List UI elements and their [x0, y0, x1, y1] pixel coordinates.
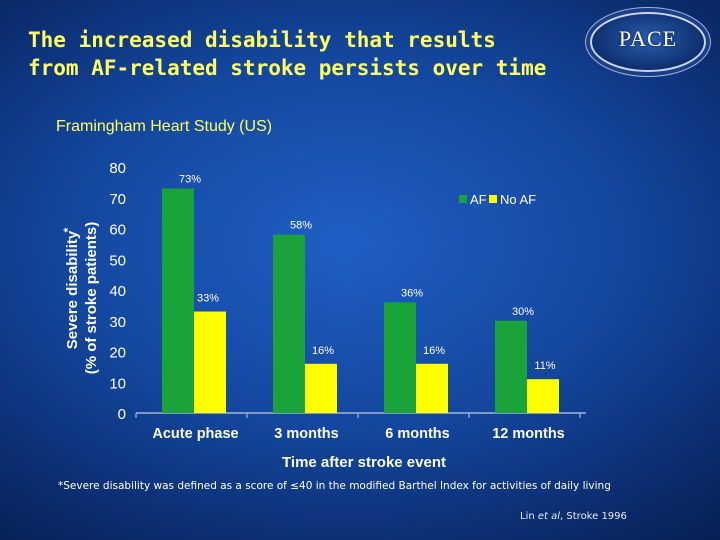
bar-af — [162, 188, 194, 413]
y-tick-label: 70 — [109, 191, 126, 208]
y-tick-label: 30 — [109, 314, 126, 331]
y-tick-label: 40 — [109, 283, 126, 300]
title-line-1: The increased disability that results — [28, 28, 496, 52]
logo-text: PACE — [618, 26, 678, 51]
legend-swatch-af — [459, 195, 467, 203]
value-label-af: 73% — [179, 174, 201, 186]
slide-title: The increased disability that results fr… — [28, 26, 618, 82]
citation-source: , Stroke 1996 — [560, 511, 627, 522]
x-tick-label: 3 months — [274, 426, 338, 442]
pace-logo: PACE — [590, 12, 706, 72]
y-tick-label: 60 — [109, 222, 126, 239]
x-tick-label: 12 months — [492, 426, 565, 442]
chart-layer: 0 10 20 30 40 50 60 70 80 73% 33% Acute phase 58% 16%… — [61, 160, 586, 471]
bar-no-af — [416, 363, 448, 413]
value-label-no-af: 11% — [534, 360, 555, 372]
bar-no-af — [305, 363, 337, 413]
bar-af — [273, 234, 305, 413]
bar-af — [495, 320, 527, 413]
y-tick-label: 10 — [109, 375, 126, 392]
bar-no-af — [194, 311, 226, 413]
legend-label-af: AF — [470, 192, 487, 207]
footnote: *Severe disability was defined as a scor… — [58, 480, 611, 492]
y-axis-title-line-1: Severe disability — [64, 230, 81, 349]
y-axis-title-line-2: (% of stroke patients) — [83, 222, 100, 375]
x-axis-title: Time after stroke event — [282, 454, 446, 471]
value-label-no-af: 33% — [197, 293, 219, 305]
chart-title: Framingham Heart Study (US) — [56, 118, 273, 135]
y-tick-label: 50 — [109, 252, 126, 269]
y-axis-asterisk: * — [61, 227, 75, 232]
legend-label-no-af: No AF — [500, 192, 536, 207]
title-line-2: from AF-related stroke persists over tim… — [28, 56, 547, 80]
citation: Lin et al, Stroke 1996 — [520, 511, 627, 522]
bar-af — [384, 302, 416, 413]
value-label-no-af: 16% — [423, 345, 445, 357]
x-tick-label: Acute phase — [152, 426, 238, 442]
value-label-af: 30% — [512, 306, 534, 318]
x-tick-label: 6 months — [385, 426, 449, 442]
value-label-af: 36% — [401, 287, 423, 299]
y-tick-label: 20 — [109, 345, 126, 362]
legend-swatch-no-af — [489, 195, 497, 203]
citation-authors: Lin — [520, 511, 538, 522]
y-tick-label: 0 — [118, 406, 126, 423]
value-label-no-af: 16% — [312, 345, 334, 357]
y-tick-label: 80 — [109, 160, 126, 177]
citation-et-al: et al — [537, 511, 561, 522]
value-label-af: 58% — [290, 220, 312, 232]
bar-no-af — [527, 379, 559, 413]
